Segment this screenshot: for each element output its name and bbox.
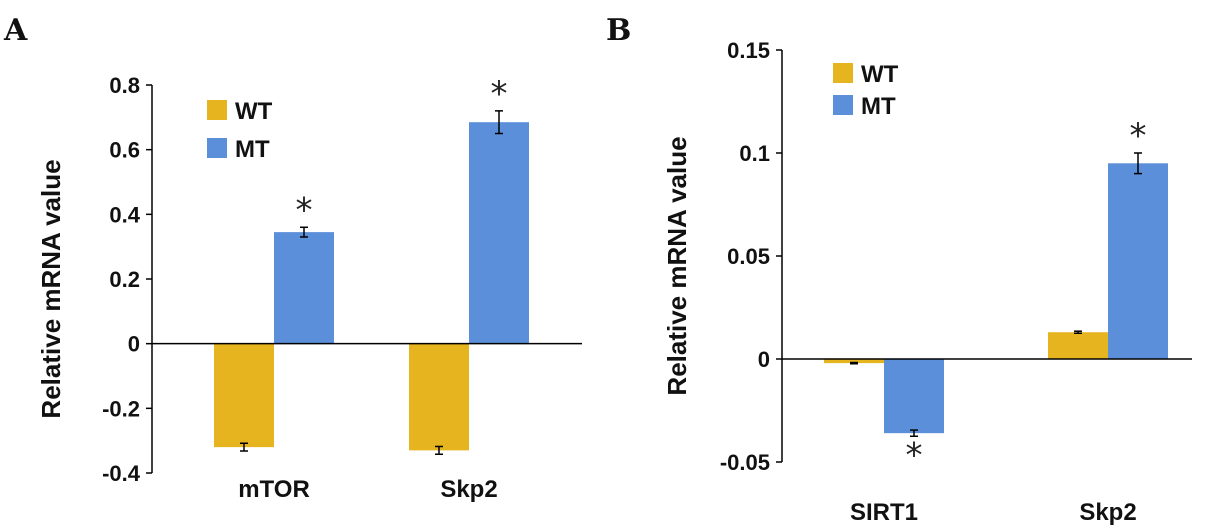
panel-letter-b: B <box>606 13 631 48</box>
bar-wt-skp2 <box>409 343 469 451</box>
legend-label-mt: MT <box>861 93 896 120</box>
panel-b: B -0.05 0 0.05 0.1 0.15 Relative mRNA value SI… <box>606 13 1192 526</box>
significance-star: * <box>906 435 923 475</box>
bar-wt-mtor <box>214 343 274 448</box>
y-tick-label: -0.4 <box>102 461 141 486</box>
bar-mt-mtor <box>274 232 334 344</box>
panel-letter-a: A <box>3 13 28 48</box>
y-tick-label: 0.8 <box>109 73 140 98</box>
y-tick-label: 0 <box>128 332 140 357</box>
category-label-sirt1: SIRT1 <box>850 499 918 526</box>
bar-mt-skp2 <box>469 122 529 344</box>
legend-label-wt: WT <box>235 98 273 125</box>
panel-a: A -0.4 -0.2 0 0.2 0.4 0.6 0.8 Relative mRNA val… <box>3 13 582 503</box>
bar-wt-skp2 <box>1048 332 1108 359</box>
y-axis-label: Relative mRNA value <box>36 159 66 418</box>
y-tick-label: 0.6 <box>109 138 140 163</box>
bar-mt-skp2 <box>1108 163 1168 359</box>
legend-swatch-wt <box>207 100 227 120</box>
y-tick-label: 0.15 <box>727 38 770 63</box>
category-label-mtor: mTOR <box>238 476 310 503</box>
y-tick-label: 0.2 <box>109 267 140 292</box>
category-label-skp2: Skp2 <box>1079 499 1136 526</box>
legend-swatch-mt <box>833 95 853 115</box>
y-tick-label: 0.05 <box>727 244 770 269</box>
category-label-skp2: Skp2 <box>440 476 497 503</box>
bar-wt-sirt1 <box>824 359 884 364</box>
y-tick-label: -0.05 <box>720 450 770 475</box>
significance-star: * <box>1130 116 1147 156</box>
y-axis-label: Relative mRNA value <box>662 136 692 395</box>
legend-label-wt: WT <box>861 61 899 88</box>
y-tick-label: 0.1 <box>739 141 770 166</box>
significance-star: * <box>296 190 313 230</box>
significance-star: * <box>491 74 508 114</box>
y-tick-label: 0.4 <box>109 202 140 227</box>
y-tick-label: 0 <box>758 347 770 372</box>
legend-label-mt: MT <box>235 136 270 163</box>
legend-swatch-mt <box>207 138 227 158</box>
bar-mt-sirt1 <box>884 359 944 434</box>
y-tick-label: -0.2 <box>102 396 140 421</box>
legend-swatch-wt <box>833 63 853 83</box>
